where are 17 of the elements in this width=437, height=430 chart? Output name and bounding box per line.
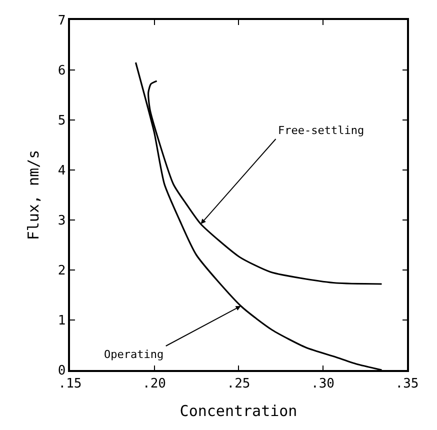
x-tick-label: .35 (395, 376, 419, 392)
x-tick-label: .25 (226, 376, 250, 392)
x-tick-label: .15 (58, 376, 82, 392)
y-tick-label: 6 (58, 64, 66, 79)
x-axis-title: Concentration (180, 402, 298, 420)
y-tick-label: 3 (58, 214, 66, 229)
y-axis-title: Flux, nm/s (24, 150, 43, 240)
annotation: Free-settling (278, 124, 364, 137)
x-tick-label: .30 (311, 376, 334, 392)
y-tick-label: 0 (58, 364, 66, 379)
y-tick-label: 7 (58, 14, 66, 29)
y-tick-label: 1 (58, 314, 66, 329)
annotation: Operating (104, 348, 164, 361)
x-tick-label: .20 (142, 376, 166, 392)
y-tick-label: 4 (58, 164, 66, 179)
y-tick-label: 5 (58, 114, 66, 129)
y-tick-label: 2 (58, 264, 66, 279)
